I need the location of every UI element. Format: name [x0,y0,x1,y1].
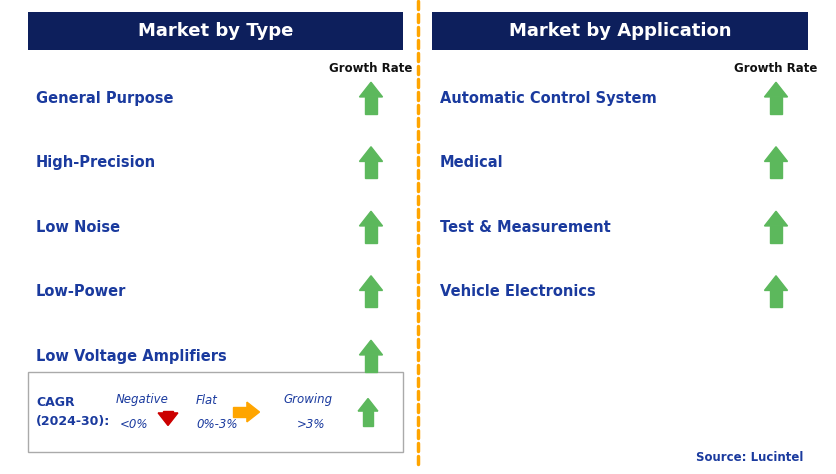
Text: Growing: Growing [283,393,332,407]
Polygon shape [365,291,377,307]
Text: Market by Application: Market by Application [509,22,732,40]
Text: (2024-30):: (2024-30): [36,416,110,428]
Polygon shape [359,276,383,291]
Text: Low Voltage Amplifiers: Low Voltage Amplifiers [36,348,227,364]
Text: Negative: Negative [116,393,169,407]
FancyBboxPatch shape [432,12,808,50]
Polygon shape [764,211,788,226]
Polygon shape [770,226,782,243]
Polygon shape [365,97,377,114]
Polygon shape [365,226,377,243]
Text: High-Precision: High-Precision [36,155,156,170]
Text: Source: Lucintel: Source: Lucintel [696,451,803,464]
Polygon shape [770,162,782,178]
Polygon shape [359,211,383,226]
Text: Low Noise: Low Noise [36,219,120,235]
Text: Market by Type: Market by Type [138,22,293,40]
Text: Growth Rate: Growth Rate [734,62,818,74]
Polygon shape [365,162,377,178]
Polygon shape [232,407,247,417]
Polygon shape [365,355,377,372]
Polygon shape [247,402,259,422]
Polygon shape [363,411,373,426]
Polygon shape [358,399,378,411]
Polygon shape [764,276,788,291]
Polygon shape [359,82,383,97]
Polygon shape [764,147,788,162]
Text: Flat: Flat [196,393,218,407]
Polygon shape [764,82,788,97]
Text: Growth Rate: Growth Rate [329,62,413,74]
FancyBboxPatch shape [28,372,403,452]
Polygon shape [359,147,383,162]
Text: CAGR: CAGR [36,395,74,409]
Text: General Purpose: General Purpose [36,91,174,106]
Text: Medical: Medical [440,155,503,170]
Polygon shape [770,291,782,307]
Text: Automatic Control System: Automatic Control System [440,91,657,106]
Text: Vehicle Electronics: Vehicle Electronics [440,284,596,299]
Polygon shape [770,97,782,114]
Text: >3%: >3% [297,418,325,430]
Text: 0%-3%: 0%-3% [196,418,237,430]
Polygon shape [359,340,383,355]
Polygon shape [163,411,173,413]
Text: <0%: <0% [120,418,149,430]
Polygon shape [158,413,178,426]
FancyBboxPatch shape [28,12,403,50]
Text: Test & Measurement: Test & Measurement [440,219,611,235]
Text: Low-Power: Low-Power [36,284,126,299]
